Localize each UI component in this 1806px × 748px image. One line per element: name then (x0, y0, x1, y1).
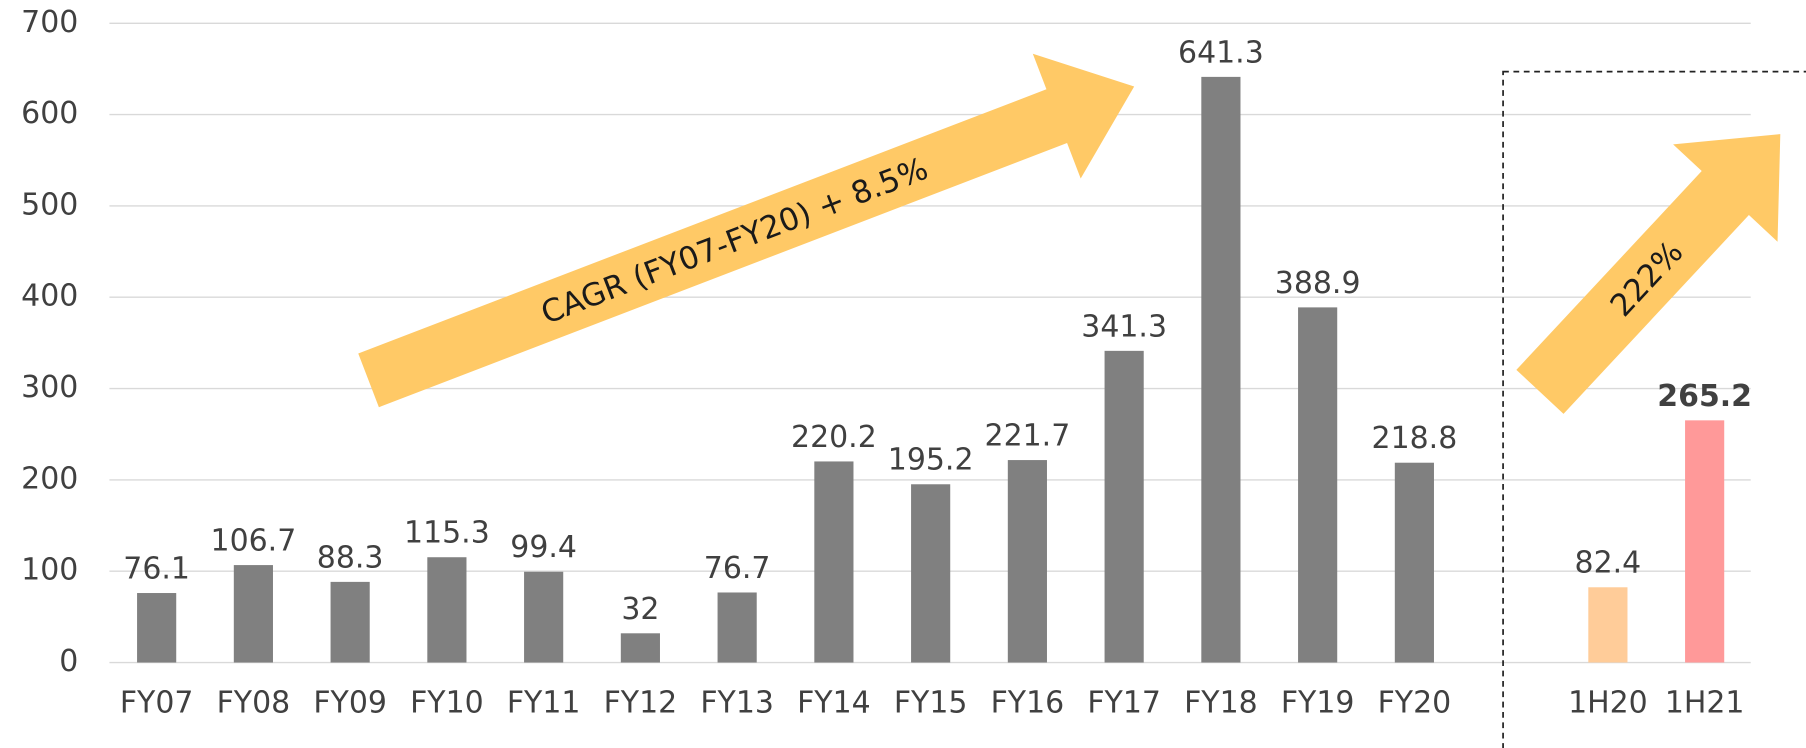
x-tick-label: FY19 (1281, 685, 1355, 720)
bar (524, 571, 564, 663)
x-tick-label: FY18 (1184, 685, 1258, 720)
x-tick-label: FY17 (1087, 685, 1161, 720)
bar (814, 461, 854, 663)
x-tick-label: FY07 (120, 685, 194, 720)
x-tick-label: FY10 (410, 685, 484, 720)
bar (1201, 76, 1241, 663)
data-label: 221.7 (985, 419, 1071, 454)
x-tick-label: 1H21 (1665, 685, 1745, 720)
x-tick-label: FY14 (797, 685, 871, 720)
bar (427, 557, 467, 663)
data-label: 195.2 (888, 443, 974, 478)
x-tick-label: FY16 (991, 685, 1065, 720)
x-tick-label: FY12 (604, 685, 678, 720)
data-label: 106.7 (211, 524, 297, 559)
y-tick-label: 200 (21, 461, 78, 496)
y-tick-label: 100 (21, 553, 78, 588)
y-tick-label: 700 (21, 5, 78, 40)
y-tick-label: 500 (21, 187, 78, 222)
x-tick-label: FY20 (1378, 685, 1452, 720)
x-tick-label: FY11 (507, 685, 581, 720)
x-tick-label: FY15 (894, 685, 968, 720)
bar (233, 565, 273, 663)
y-tick-label: 300 (21, 370, 78, 405)
data-label: 88.3 (317, 540, 384, 575)
annotation: CAGR (FY07-FY20) + 8.5% (536, 151, 933, 332)
data-label: 76.7 (704, 551, 771, 586)
data-label: 388.9 (1275, 266, 1361, 301)
bar (137, 593, 177, 663)
data-label: 82.4 (1575, 546, 1642, 581)
data-label: 218.8 (1372, 421, 1458, 456)
growth-arrow: 222% (1516, 134, 1781, 414)
data-label: 265.2 (1657, 379, 1752, 414)
data-label: 641.3 (1178, 35, 1264, 70)
data-label: 32 (621, 592, 659, 627)
bar (620, 633, 660, 663)
cagr-arrow: CAGR (FY07-FY20) + 8.5% (358, 53, 1135, 408)
data-label: 99.4 (510, 530, 577, 565)
arrow-shape (358, 53, 1135, 408)
bar (330, 581, 370, 663)
bar (1588, 587, 1628, 663)
data-label: 341.3 (1081, 309, 1167, 344)
data-label: 115.3 (404, 516, 490, 551)
data-label: 220.2 (791, 420, 877, 455)
bar (1685, 420, 1725, 663)
bar (1298, 307, 1338, 663)
y-tick-label: 600 (21, 96, 78, 131)
y-tick-label: 0 (59, 644, 78, 679)
x-tick-label: FY13 (700, 685, 774, 720)
bar (1007, 460, 1047, 663)
x-tick-label: 1H20 (1568, 685, 1648, 720)
bar (911, 484, 951, 663)
data-label: 76.1 (123, 551, 190, 586)
x-tick-label: FY08 (217, 685, 291, 720)
bar (1394, 462, 1434, 663)
arrow-shape (1516, 134, 1781, 414)
x-tick-label: FY09 (313, 685, 387, 720)
bar (717, 592, 757, 663)
highlight-box (1502, 70, 1806, 748)
y-tick-label: 400 (21, 279, 78, 314)
bar (1104, 350, 1144, 663)
